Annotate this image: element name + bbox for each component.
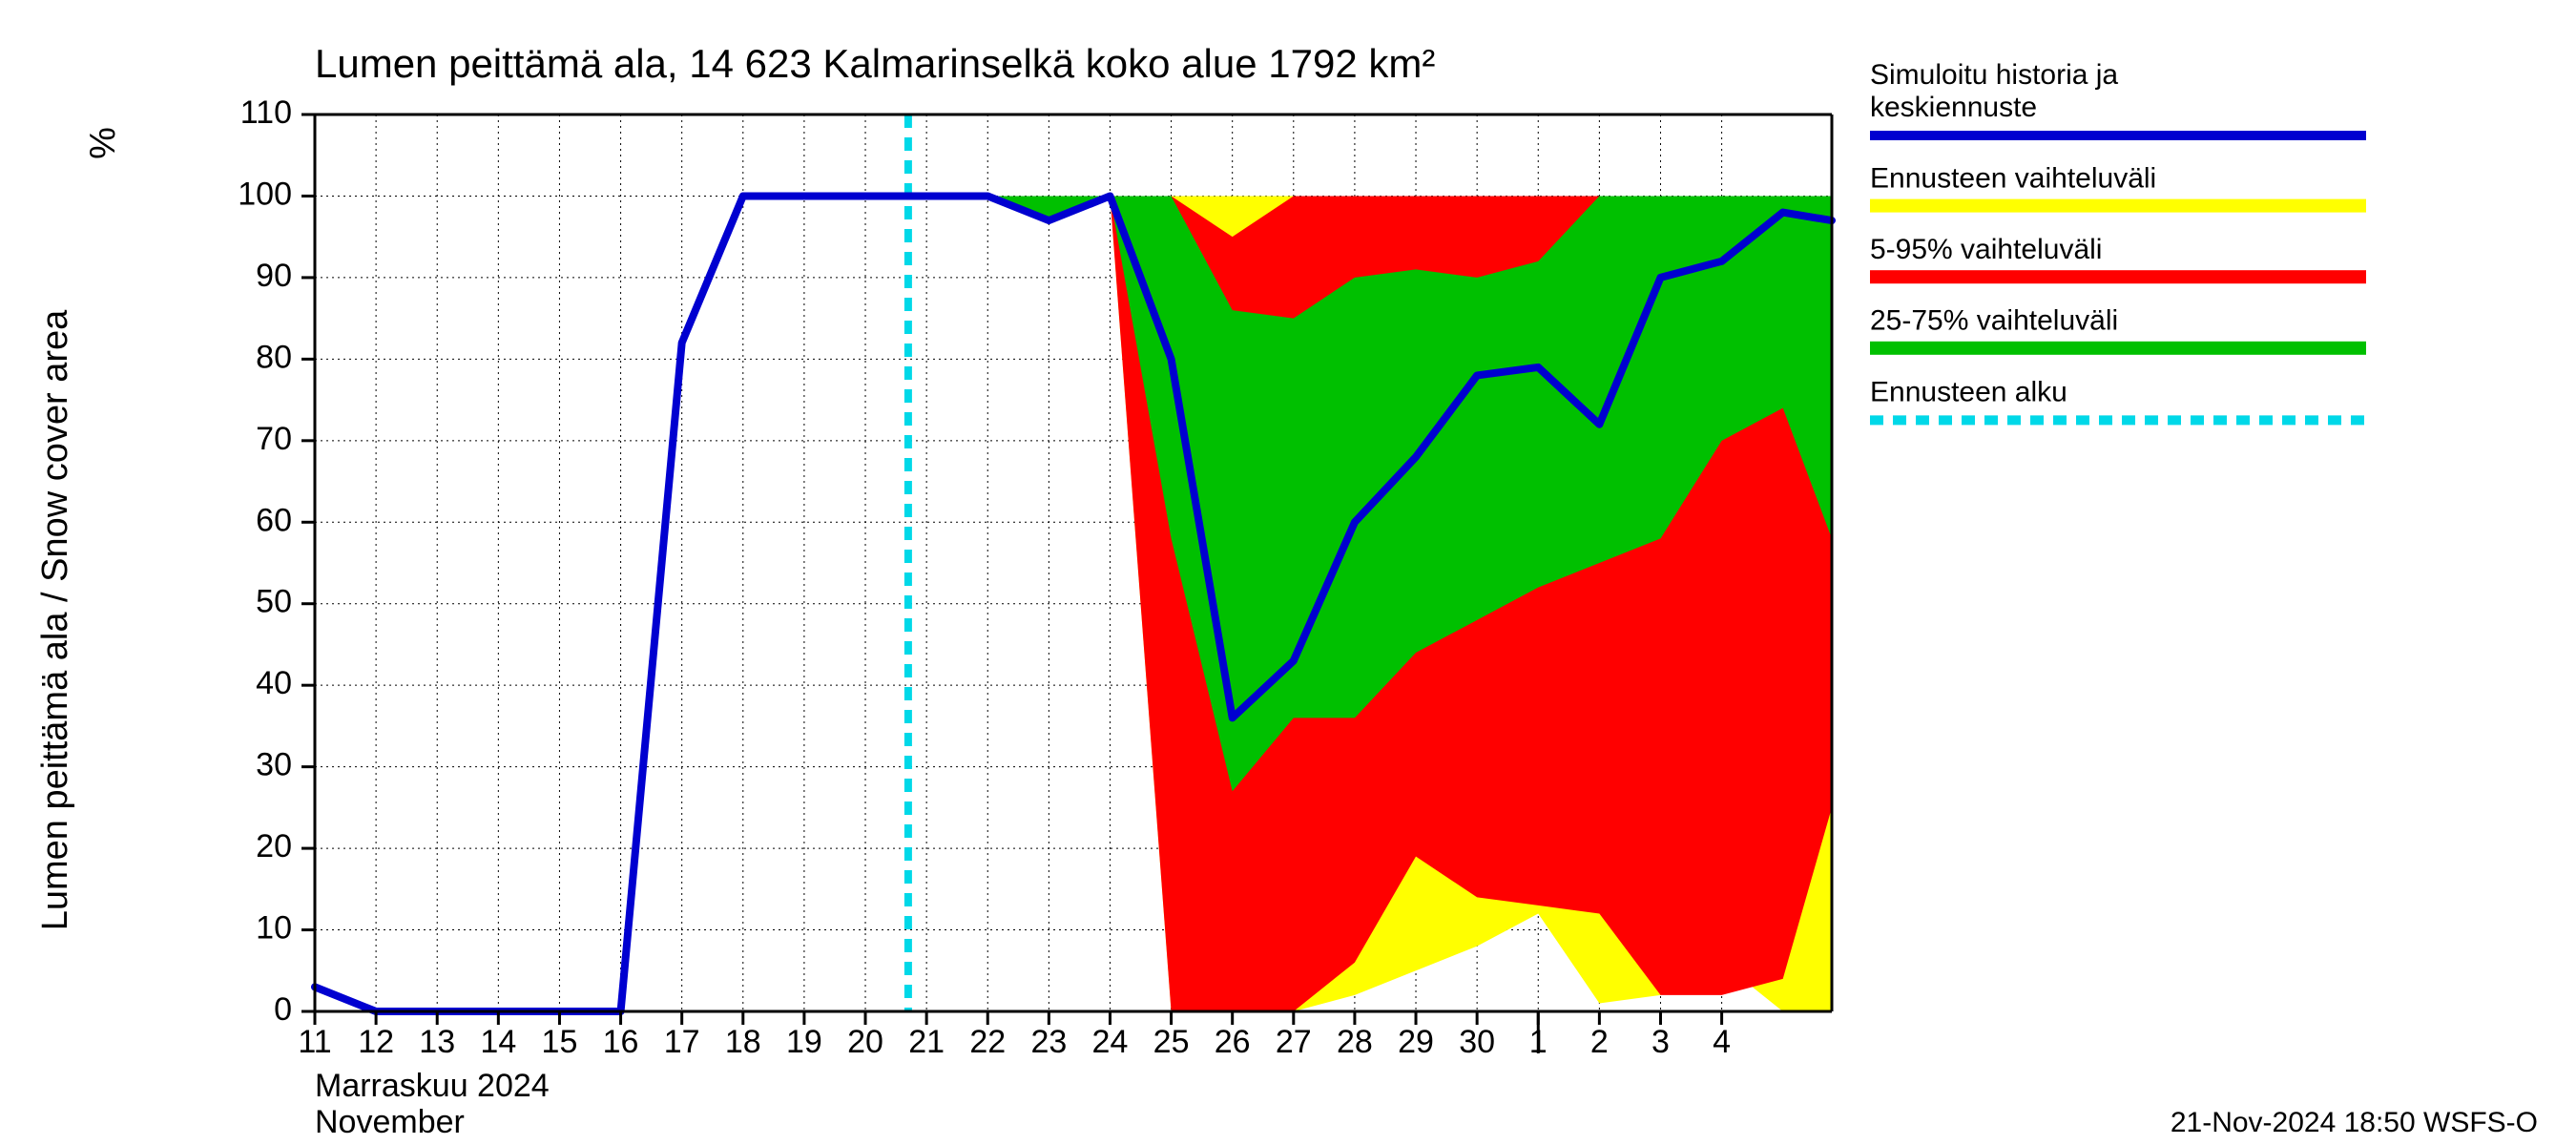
svg-text:17: 17 [664, 1024, 700, 1060]
svg-text:10: 10 [256, 910, 292, 947]
chart-container: { "title": "Lumen peittämä ala, 14 623 K… [0, 0, 2576, 1145]
svg-text:23: 23 [1030, 1024, 1067, 1060]
legend-text: Ennusteen vaihteluväli [1870, 163, 2156, 195]
footer-timestamp: 21-Nov-2024 18:50 WSFS-O [2171, 1107, 2538, 1138]
svg-text:19: 19 [786, 1024, 822, 1060]
svg-text:18: 18 [725, 1024, 761, 1060]
svg-text:50: 50 [256, 584, 292, 620]
chart-title: Lumen peittämä ala, 14 623 Kalmarinselkä… [315, 41, 1435, 86]
svg-text:2: 2 [1590, 1024, 1609, 1060]
svg-text:110: 110 [240, 94, 292, 131]
legend-text: 5-95% vaihteluväli [1870, 234, 2102, 265]
svg-text:22: 22 [969, 1024, 1006, 1060]
legend-swatch [1870, 199, 2366, 213]
svg-text:16: 16 [603, 1024, 639, 1060]
svg-text:20: 20 [256, 828, 292, 864]
svg-text:70: 70 [256, 421, 292, 457]
svg-text:12: 12 [358, 1024, 394, 1060]
svg-text:24: 24 [1092, 1024, 1129, 1060]
svg-text:26: 26 [1215, 1024, 1251, 1060]
svg-text:100: 100 [238, 176, 292, 212]
svg-text:25: 25 [1153, 1024, 1190, 1060]
month-label-1: Marraskuu 2024 [315, 1068, 550, 1104]
y-axis-unit: % [83, 127, 123, 159]
legend: Simuloitu historia jakeskiennuste Ennuste… [1870, 59, 2366, 420]
svg-text:13: 13 [419, 1024, 455, 1060]
svg-text:20: 20 [847, 1024, 883, 1060]
forecast-bands [926, 196, 1832, 1011]
legend-swatch [1870, 270, 2366, 283]
legend-text: keskiennuste [1870, 92, 2037, 123]
svg-text:30: 30 [1459, 1024, 1495, 1060]
svg-text:21: 21 [908, 1024, 945, 1060]
svg-text:3: 3 [1652, 1024, 1670, 1060]
svg-text:80: 80 [256, 339, 292, 375]
svg-text:14: 14 [480, 1024, 516, 1060]
legend-text: Ennusteen alku [1870, 376, 2067, 407]
svg-text:29: 29 [1398, 1024, 1434, 1060]
y-axis-label: Lumen peittämä ala / Snow cover area [35, 309, 75, 930]
svg-text:30: 30 [256, 747, 292, 783]
svg-text:15: 15 [542, 1024, 578, 1060]
svg-text:0: 0 [274, 991, 292, 1028]
chart-svg: 0 10 20 30 40 50 60 70 80 90 100 110 11 12 13 14 15 16 17 1… [0, 0, 2576, 1145]
svg-text:90: 90 [256, 258, 292, 294]
legend-text: 25-75% vaihteluväli [1870, 305, 2118, 337]
legend-swatch [1870, 342, 2366, 355]
svg-text:4: 4 [1713, 1024, 1731, 1060]
svg-text:40: 40 [256, 665, 292, 701]
svg-text:27: 27 [1276, 1024, 1312, 1060]
month-label-2: November [315, 1104, 465, 1140]
svg-text:11: 11 [298, 1024, 331, 1060]
svg-text:28: 28 [1337, 1024, 1373, 1060]
svg-text:60: 60 [256, 502, 292, 538]
legend-text: Simuloitu historia ja [1870, 59, 2118, 91]
